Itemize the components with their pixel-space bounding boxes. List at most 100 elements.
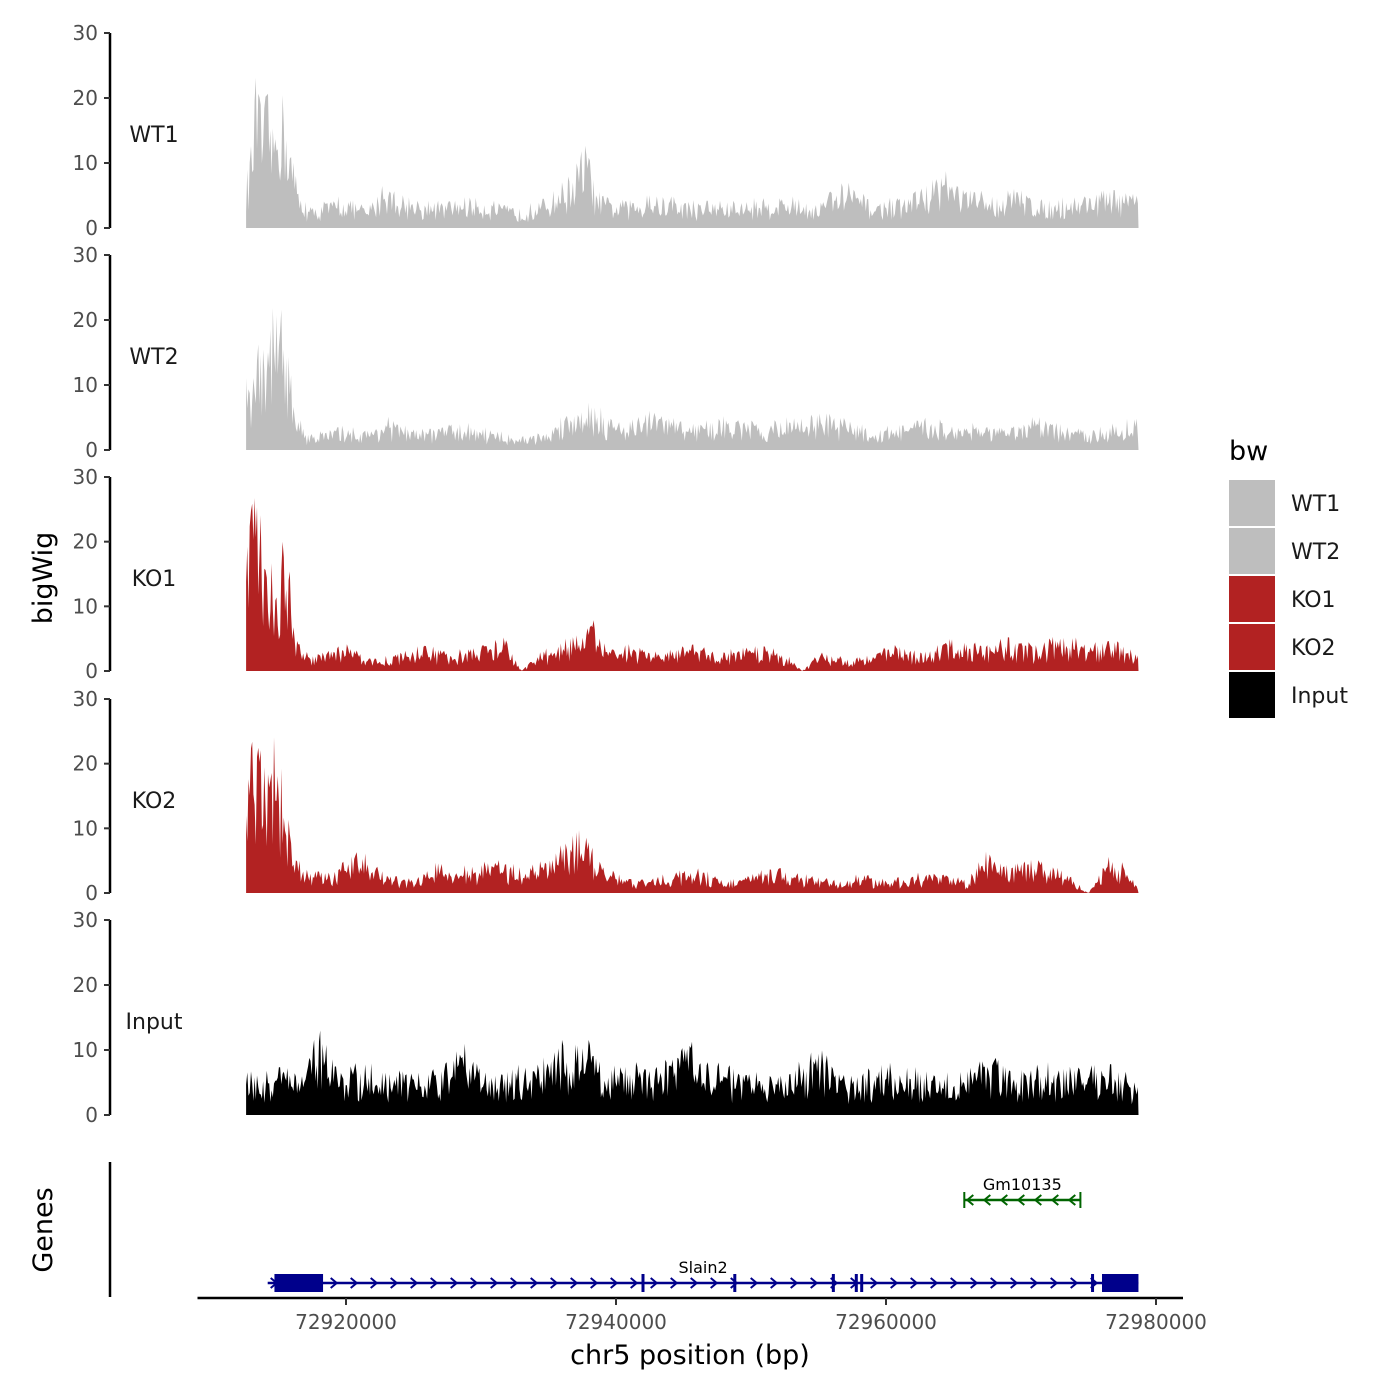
strand-arrow [950, 1277, 959, 1289]
strand-arrow [910, 1277, 919, 1289]
strand-arrow [870, 1277, 879, 1289]
y-tick-label: 10 [73, 373, 98, 397]
y-tick-label: 30 [73, 465, 98, 489]
strand-arrow [670, 1277, 679, 1289]
exon [1091, 1274, 1095, 1292]
strand-arrow [590, 1277, 599, 1289]
legend-label: KO2 [1291, 636, 1336, 661]
strand-arrow [350, 1277, 359, 1289]
legend-item-ko2: KO2 [1229, 624, 1336, 670]
x-tick-label: 72980000 [1105, 1310, 1207, 1334]
y-tick-label: 0 [85, 216, 98, 240]
coverage-area-input [246, 1030, 1139, 1115]
strand-arrow [1033, 1194, 1042, 1206]
strand-arrow [630, 1277, 639, 1289]
exon [1102, 1274, 1139, 1292]
legend-swatch [1229, 624, 1275, 670]
strand-arrow [1016, 1194, 1025, 1206]
strand-arrow [890, 1277, 899, 1289]
strand-arrow [790, 1277, 799, 1289]
track-ko1: 0 10 20 30 KO1 [73, 465, 1139, 683]
bigwig-tracks: 0 10 20 30 WT1 0 10 20 30 WT2 0 10 20 30 KO1 0 10 20 30 KO2… [73, 21, 1139, 1127]
gene-label: Gm10135 [983, 1175, 1062, 1194]
strand-arrow [1070, 1277, 1079, 1289]
y-tick-label: 30 [73, 21, 98, 45]
legend-item-wt2: WT2 [1229, 528, 1340, 574]
track-input: 0 10 20 30 Input [73, 908, 1139, 1127]
legend-swatch [1229, 480, 1275, 526]
strand-arrow [1030, 1277, 1039, 1289]
coverage-area-wt2 [246, 307, 1139, 450]
strand-arrow [999, 1194, 1008, 1206]
x-tick-label: 72940000 [565, 1310, 667, 1334]
legend-label: Input [1291, 684, 1348, 709]
track-ko2: 0 10 20 30 KO2 [73, 687, 1139, 905]
strand-arrow [450, 1277, 459, 1289]
exon [831, 1274, 835, 1292]
strand-arrow [970, 1277, 979, 1289]
coverage-area-ko2 [246, 737, 1139, 893]
strand-arrow [1050, 1194, 1059, 1206]
exon [854, 1274, 858, 1292]
y-tick-label: 0 [85, 1103, 98, 1127]
gene-slain2: Slain2 [267, 1258, 1139, 1292]
strand-arrow [690, 1277, 699, 1289]
strand-arrow [410, 1277, 419, 1289]
y-tick-label: 10 [73, 1038, 98, 1062]
y-tick-label: 10 [73, 594, 98, 618]
strand-arrow [530, 1277, 539, 1289]
exon [274, 1274, 324, 1292]
y-tick-label: 0 [85, 659, 98, 683]
y-tick-label: 0 [85, 438, 98, 462]
x-tick-label: 72960000 [835, 1310, 937, 1334]
strand-arrow [1010, 1277, 1019, 1289]
strand-arrow [610, 1277, 619, 1289]
strand-arrow [650, 1277, 659, 1289]
y-tick-label: 20 [73, 752, 98, 776]
gene-label: Slain2 [678, 1258, 727, 1277]
strand-arrow [730, 1277, 739, 1289]
gene-track: Gm10135 Slain2 [108, 1162, 1139, 1297]
strand-arrow [390, 1277, 399, 1289]
legend-item-input: Input [1229, 672, 1348, 718]
strand-arrow [750, 1277, 759, 1289]
strand-arrow [510, 1277, 519, 1289]
strand-arrow [470, 1277, 479, 1289]
legend-item-wt1: WT1 [1229, 480, 1340, 526]
strand-arrow [1050, 1277, 1059, 1289]
legend-title: bw [1229, 436, 1268, 467]
y-tick-label: 30 [73, 243, 98, 267]
exon [641, 1274, 645, 1292]
legend-label: KO1 [1291, 588, 1336, 613]
gene-gm10135: Gm10135 [963, 1175, 1082, 1208]
track-label: WT1 [129, 123, 178, 148]
track-label: KO2 [132, 789, 177, 814]
strand-arrow [490, 1277, 499, 1289]
genes-axis-title: Genes [28, 1187, 59, 1272]
coverage-area-ko1 [246, 498, 1139, 671]
legend-item-ko1: KO1 [1229, 576, 1336, 622]
y-tick-label: 30 [73, 687, 98, 711]
strand-arrow [770, 1277, 779, 1289]
x-axis-title: chr5 position (bp) [570, 1340, 810, 1371]
strand-arrow [965, 1194, 974, 1206]
y-axis-title: bigWig [28, 532, 59, 625]
y-tick-label: 20 [73, 308, 98, 332]
track-wt1: 0 10 20 30 WT1 [73, 21, 1139, 240]
y-tick-label: 20 [73, 86, 98, 110]
legend-swatch [1229, 528, 1275, 574]
y-tick-label: 10 [73, 816, 98, 840]
y-tick-label: 30 [73, 908, 98, 932]
y-tick-label: 20 [73, 973, 98, 997]
track-label: Input [126, 1010, 183, 1035]
x-axis: 72920000 72940000 72960000 72980000 [197, 1296, 1207, 1334]
x-tick-label: 72920000 [295, 1310, 397, 1334]
legend-swatch [1229, 672, 1275, 718]
strand-arrow [570, 1277, 579, 1289]
strand-arrow [810, 1277, 819, 1289]
y-tick-label: 0 [85, 881, 98, 905]
y-tick-label: 10 [73, 151, 98, 175]
track-label: KO1 [132, 567, 177, 592]
strand-arrow [990, 1277, 999, 1289]
y-tick-label: 20 [73, 530, 98, 554]
